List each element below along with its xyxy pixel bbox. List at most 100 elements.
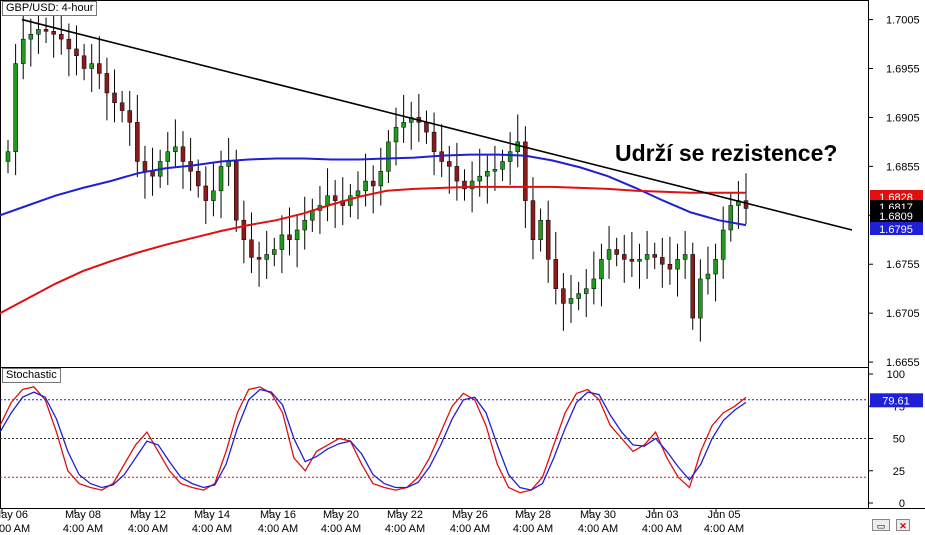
stochastic-d-line (0, 388, 747, 491)
chart-annotation: Udrží se rezistence? (615, 140, 838, 166)
x-tick-date: May 22 (387, 509, 423, 521)
candle-body (51, 31, 56, 35)
x-tick-date: May 12 (130, 509, 166, 521)
x-tick-date: May 28 (515, 509, 551, 521)
candle-body (462, 180, 467, 190)
candle-body (652, 254, 657, 258)
x-tick-time: 4:00 AM (63, 523, 103, 535)
candle-body (637, 259, 642, 262)
x-tick-date: May 20 (323, 509, 359, 521)
candle-body (233, 161, 239, 221)
candle-body (568, 298, 574, 304)
candle-body (74, 48, 79, 57)
candle-body (332, 195, 338, 201)
candle-body (492, 169, 498, 172)
stochastic-value-box (870, 393, 923, 408)
candle-body (660, 257, 665, 265)
candle-body (530, 200, 536, 241)
candle-body (378, 171, 384, 187)
candle-body (515, 141, 521, 152)
candle-body (743, 200, 749, 209)
candle-body (180, 146, 186, 162)
candle-body (720, 229, 726, 260)
candle-body (485, 171, 490, 177)
candle-body (112, 92, 117, 104)
candle-body (705, 273, 711, 280)
x-tick-time: 4:00 AM (642, 523, 682, 535)
price-label-text: 1.6809 (879, 211, 913, 223)
candle-body (249, 239, 254, 258)
candle-body (507, 151, 513, 162)
candle-body (545, 219, 551, 260)
candle-body (150, 171, 155, 177)
candle-body (256, 257, 262, 260)
y-tick-label: 1.6905 (886, 112, 920, 124)
candle-body (500, 161, 505, 170)
candle-body (165, 151, 171, 162)
candle-body (142, 161, 148, 172)
y-tick-label: 1.6655 (886, 357, 920, 369)
stochastic-tick-label: 25 (893, 466, 905, 478)
stochastic-tick-label: 100 (887, 369, 905, 381)
x-tick-time: 4:00 AM (128, 523, 168, 535)
candle-body (667, 263, 673, 270)
candle-body (226, 161, 231, 167)
candle-body (431, 131, 437, 152)
candle-body (5, 151, 11, 162)
candle-body (469, 180, 475, 190)
candle-body (386, 141, 391, 172)
x-tick-date: May 26 (452, 509, 488, 521)
x-tick-time: 4:00 AM (192, 523, 232, 535)
candle-body (135, 122, 140, 162)
candle-body (591, 278, 597, 289)
chart-title: GBP/USD: 4-hour (2, 1, 98, 16)
candle-body (272, 249, 277, 255)
candle-body (264, 254, 269, 260)
price-label-box (870, 209, 923, 222)
candle-body (355, 190, 361, 196)
candle-body (477, 175, 482, 182)
candle-body (211, 190, 216, 201)
candle-body (363, 180, 368, 192)
candle-body (523, 141, 528, 201)
candle-body (698, 278, 703, 319)
x-tick-time: 4:00 AM (321, 523, 361, 535)
candle-body (203, 185, 209, 201)
x-tick-time: 4:00 AM (704, 523, 744, 535)
scroll-icon[interactable]: ▭ (872, 519, 890, 531)
candle-body (279, 234, 285, 250)
candle-body (713, 259, 718, 275)
x-tick-time: 4:00 AM (258, 523, 298, 535)
x-tick-time: 4:00 AM (578, 523, 618, 535)
x-tick-date: Jun 05 (707, 509, 740, 521)
x-tick-date: May 08 (65, 509, 101, 521)
stochastic-tick-label: 50 (893, 434, 905, 446)
candle-body (119, 102, 125, 111)
candle-body (561, 288, 566, 304)
candle-body (127, 110, 132, 123)
candle-body (675, 259, 680, 270)
candle-body (104, 73, 110, 94)
y-tick-label: 1.6955 (886, 64, 920, 76)
candle-body (294, 229, 300, 241)
candle-body (401, 122, 406, 128)
x-tick-date: May 14 (194, 509, 230, 521)
candle-body (81, 55, 87, 69)
candle-body (583, 288, 589, 294)
x-tick-date: May 16 (260, 509, 296, 521)
candle-body (728, 205, 734, 231)
candle-body (599, 259, 604, 280)
blue-moving-average-line (0, 153, 747, 227)
candle-body (302, 219, 307, 231)
close-icon[interactable]: ✕ (896, 519, 910, 531)
candle-body (36, 29, 41, 35)
candle-body (20, 38, 26, 64)
x-tick-date: May 30 (580, 509, 616, 521)
resistance-trendline (21, 18, 853, 231)
candle-body (59, 34, 64, 40)
stochastic-title: Stochastic (2, 368, 61, 383)
x-tick-date: Jun 03 (645, 509, 678, 521)
candle-body (325, 195, 330, 206)
candle-body (454, 166, 460, 182)
